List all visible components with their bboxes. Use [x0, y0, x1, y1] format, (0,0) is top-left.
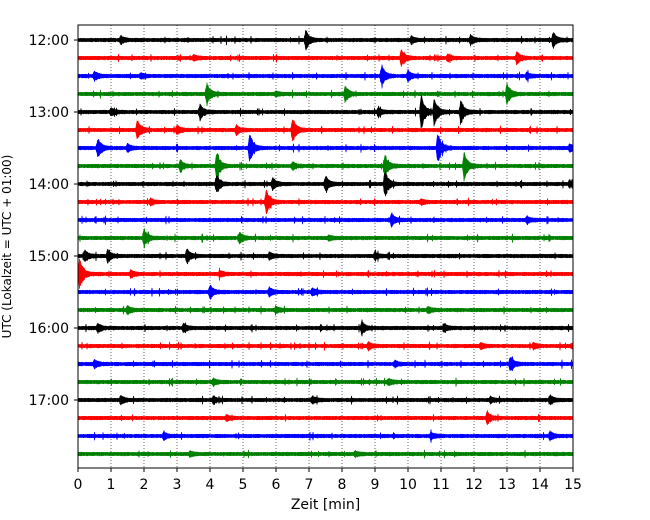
y-tick-label: 12:00 — [29, 33, 69, 49]
x-tick-label-2: 2 — [140, 477, 149, 493]
y-axis-ticks: 12:00 13:00 14:00 15:00 16:00 17:00 — [29, 33, 78, 409]
x-tick-label-3: 3 — [173, 477, 182, 493]
y-axis-title: UTC (Lokalzeit = UTC + 01:00) — [0, 155, 14, 339]
y-tick-label: 13:00 — [29, 105, 69, 121]
x-tick-label-11: 11 — [432, 477, 450, 493]
plot-background — [78, 25, 573, 468]
x-tick-label-10: 10 — [399, 477, 417, 493]
x-axis-title: Zeit [min] — [291, 497, 360, 513]
x-tick-label-15: 15 — [564, 477, 582, 493]
x-tick-label-12: 12 — [465, 477, 483, 493]
y-tick-label: 14:00 — [29, 177, 69, 193]
x-tick-label-7: 7 — [305, 477, 314, 493]
x-tick-label-13: 13 — [498, 477, 516, 493]
y-tick-label: 17:00 — [29, 393, 69, 409]
x-tick-label-8: 8 — [338, 477, 347, 493]
x-tick-label-1: 1 — [107, 477, 116, 493]
x-tick-label-0: 0 — [74, 477, 83, 493]
x-tick-label-6: 6 — [272, 477, 281, 493]
x-tick-label-14: 14 — [531, 477, 549, 493]
vertical-gridlines — [110, 25, 541, 468]
x-axis-ticks: 0 1 2 3 4 5 6 7 8 9 10 11 12 13 14 15 — [74, 468, 582, 493]
x-tick-label-4: 4 — [206, 477, 215, 493]
x-tick-label-9: 9 — [371, 477, 380, 493]
y-tick-label: 15:00 — [29, 249, 69, 265]
y-tick-label: 16:00 — [29, 321, 69, 337]
x-tick-label-5: 5 — [239, 477, 248, 493]
plot-frame — [77, 24, 574, 469]
